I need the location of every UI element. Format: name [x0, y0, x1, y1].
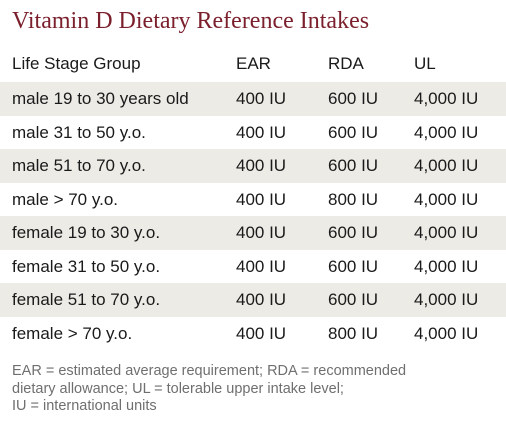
- ear-cell: 400 IU: [236, 256, 287, 276]
- life-stage-cell: female 31 to 50 y.o.: [12, 256, 161, 276]
- ear-cell: 400 IU: [236, 223, 287, 242]
- rda-cell: 600 IU: [328, 223, 379, 242]
- life-stage-cell: female > 70 y.o.: [12, 323, 133, 343]
- ear-cell: 400 IU: [236, 189, 287, 209]
- table-row: male 31 to 50 y.o. 400 IU 600 IU 4,000 I…: [0, 116, 506, 150]
- column-header-life-stage: Life Stage Group: [12, 54, 141, 73]
- rda-cell: 600 IU: [328, 290, 379, 309]
- footnote: EAR = estimated average requirement; RDA…: [12, 363, 496, 416]
- table-row: female 31 to 50 y.o. 400 IU 600 IU 4,000…: [0, 250, 506, 284]
- ul-cell: 4,000 IU: [414, 223, 479, 242]
- column-header-rda: RDA: [328, 54, 364, 73]
- rda-cell: 600 IU: [328, 256, 379, 276]
- table-body: male 19 to 30 years old 400 IU 600 IU 4,…: [0, 82, 506, 350]
- life-stage-cell: male 31 to 50 y.o.: [12, 122, 146, 142]
- column-header-ul: UL: [414, 54, 436, 73]
- rda-cell: 600 IU: [328, 89, 379, 108]
- table-header: Life Stage Group EAR RDA UL: [0, 48, 506, 80]
- ear-cell: 400 IU: [236, 290, 287, 309]
- ear-cell: 400 IU: [236, 156, 287, 175]
- ear-cell: 400 IU: [236, 122, 287, 142]
- page-title: Vitamin D Dietary Reference Intakes: [12, 8, 370, 34]
- ul-cell: 4,000 IU: [414, 189, 479, 209]
- life-stage-cell: male 19 to 30 years old: [12, 89, 189, 108]
- life-stage-cell: female 51 to 70 y.o.: [12, 290, 161, 309]
- table-row: male 51 to 70 y.o. 400 IU 600 IU 4,000 I…: [0, 149, 506, 183]
- footnote-line: EAR = estimated average requirement; RDA…: [12, 363, 407, 379]
- ul-cell: 4,000 IU: [414, 256, 479, 276]
- rda-cell: 600 IU: [328, 156, 379, 175]
- column-header-ear: EAR: [236, 54, 271, 73]
- table-row: female 19 to 30 y.o. 400 IU 600 IU 4,000…: [0, 216, 506, 250]
- rda-cell: 600 IU: [328, 122, 379, 142]
- ul-cell: 4,000 IU: [414, 290, 479, 309]
- table-row: female 51 to 70 y.o. 400 IU 600 IU 4,000…: [0, 283, 506, 317]
- ul-cell: 4,000 IU: [414, 122, 479, 142]
- life-stage-cell: male > 70 y.o.: [12, 189, 118, 209]
- life-stage-cell: male 51 to 70 y.o.: [12, 156, 146, 175]
- life-stage-cell: female 19 to 30 y.o.: [12, 223, 161, 242]
- rda-cell: 800 IU: [328, 323, 379, 343]
- table-row: male > 70 y.o. 400 IU 800 IU 4,000 IU: [0, 183, 506, 217]
- ear-cell: 400 IU: [236, 89, 287, 108]
- ul-cell: 4,000 IU: [414, 89, 479, 108]
- footnote-line: dietary allowance; UL = tolerable upper …: [12, 380, 344, 397]
- ul-cell: 4,000 IU: [414, 323, 479, 343]
- table-row: female > 70 y.o. 400 IU 800 IU 4,000 IU: [0, 317, 506, 351]
- footnote-line: IU = international units: [12, 398, 157, 414]
- rda-cell: 800 IU: [328, 189, 379, 209]
- ear-cell: 400 IU: [236, 323, 287, 343]
- ul-cell: 4,000 IU: [414, 156, 479, 175]
- table-row: male 19 to 30 years old 400 IU 600 IU 4,…: [0, 82, 506, 116]
